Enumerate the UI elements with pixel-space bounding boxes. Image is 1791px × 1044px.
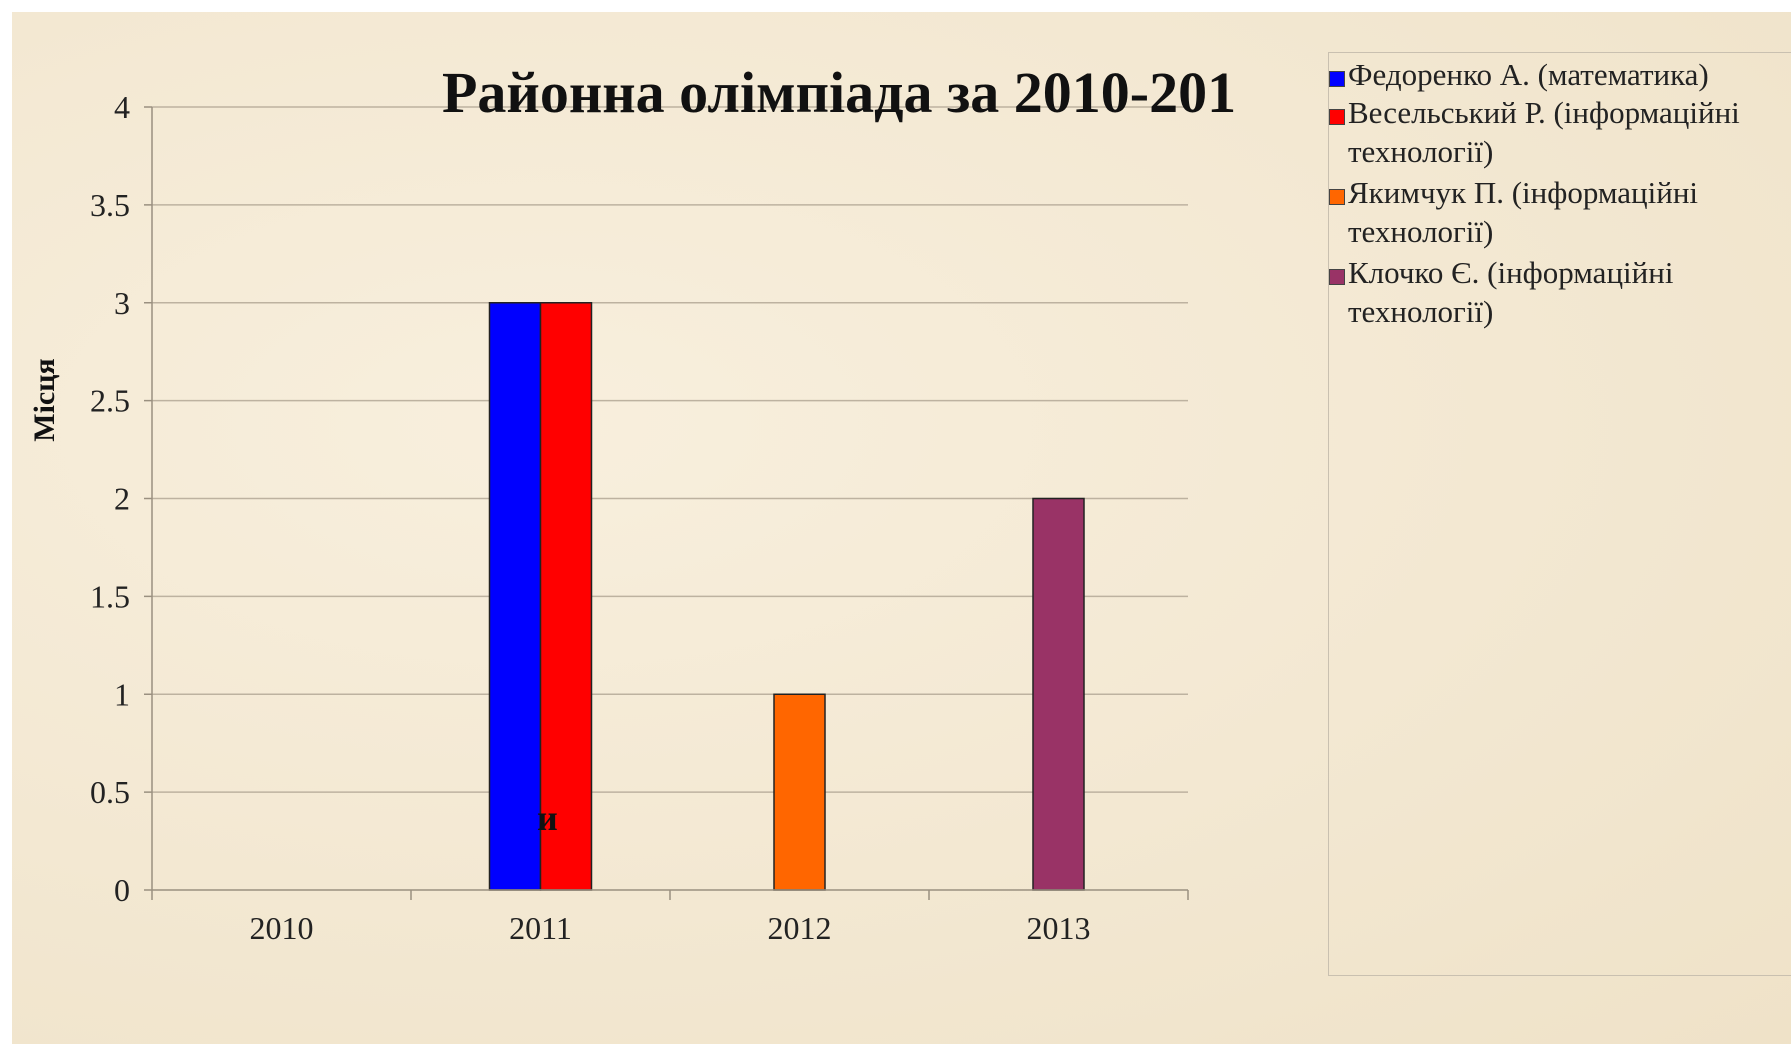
legend-swatch [1329,71,1345,87]
bar [773,693,826,891]
legend-swatch [1329,109,1345,125]
chart-annotation: и [537,798,558,838]
legend-item: Клочко Є. (інформаційні технології) [1329,253,1791,331]
y-tick-label: 4 [114,89,130,125]
x-tick-label: 2011 [509,910,572,946]
bars [488,302,1085,891]
y-axis-label: Місця [28,358,61,441]
y-tick-label: 0 [114,872,130,908]
chart-area: 0 0.5 1 1.5 2 2.5 3 3.5 4 2010 2011 2012 2013 Районн… [12,12,1791,1044]
legend-swatch [1329,189,1345,205]
legend-item: Весельський Р. (інформаційні технології) [1329,93,1791,171]
x-tick-label: 2010 [250,910,314,946]
legend-label: Федоренко А. (математика) [1348,57,1709,92]
x-tick-label: 2012 [768,910,832,946]
legend-label: Весельський Р. (інформаційні технології) [1348,95,1740,169]
y-tick-label: 1 [114,676,130,712]
legend-label: Клочко Є. (інформаційні технології) [1348,255,1674,329]
legend-label: Якимчук П. (інформаційні технології) [1348,175,1699,249]
axes: 0 0.5 1 1.5 2 2.5 3 3.5 4 2010 2011 2012 2013 [90,89,1189,946]
chart-title: Районна олімпіада за 2010-201 [442,60,1236,125]
bar-chart: 0 0.5 1 1.5 2 2.5 3 3.5 4 2010 2011 2012 2013 Районн… [28,60,1236,946]
y-tick-label: 2 [114,481,130,517]
x-tick-label: 2013 [1027,910,1091,946]
chart-legend: Федоренко А. (математика) Весельський Р. … [1328,52,1791,976]
y-tick-label: 2.5 [90,383,130,419]
bar [1032,497,1085,891]
y-tick-label: 3.5 [90,187,130,223]
legend-item: Федоренко А. (математика) [1329,55,1791,94]
gridlines [152,106,1188,793]
legend-swatch [1329,269,1345,285]
y-tick-label: 3 [114,285,130,321]
y-tick-label: 1.5 [90,578,130,614]
bar [488,302,542,891]
bar [539,302,593,891]
legend-item: Якимчук П. (інформаційні технології) [1329,173,1791,251]
y-tick-label: 0.5 [90,774,130,810]
